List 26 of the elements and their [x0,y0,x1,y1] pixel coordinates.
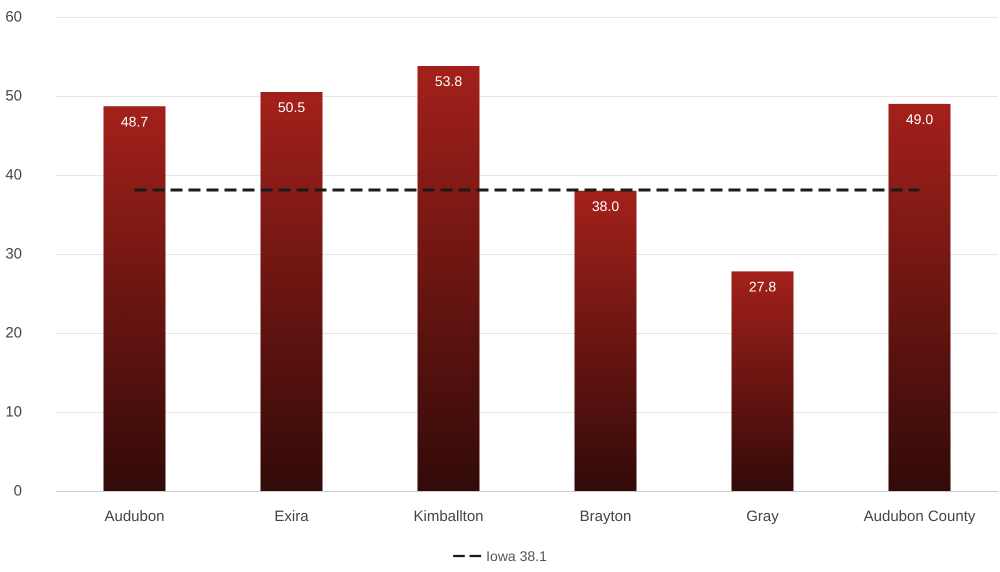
bar [104,106,166,491]
y-tick-label: 60 [5,8,22,26]
x-tick-label: Audubon [104,508,165,525]
legend-label: Iowa 38.1 [486,548,548,564]
y-tick-label: 30 [5,246,22,262]
x-tick-label: Kimballton [413,508,484,525]
y-tick-label: 20 [5,324,22,342]
y-tick-label: 40 [5,166,22,184]
x-tick-label: Audubon County [864,508,976,525]
x-tick-label: Gray [746,508,780,525]
data-label: 50.5 [278,99,306,116]
data-label: 48.7 [120,113,148,130]
x-tick-label: Brayton [580,508,632,525]
data-label: 49.0 [906,110,934,127]
y-tick-label: 0 [14,482,22,500]
y-tick-label: 50 [5,88,22,104]
bar [574,190,636,491]
y-tick-label: 10 [5,404,22,420]
data-label: 53.8 [434,72,462,89]
data-label: 38.0 [592,198,620,214]
bar [260,92,322,491]
bar [418,66,480,491]
bar [732,271,794,491]
x-tick-label: Exira [274,508,310,525]
bar [888,104,950,491]
data-label: 27.8 [748,278,776,294]
